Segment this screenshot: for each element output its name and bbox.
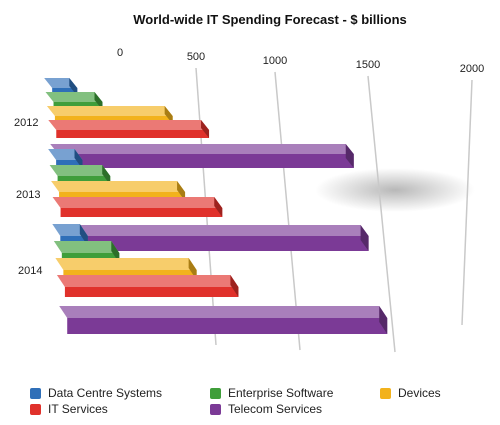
category-labels: 2012 2013 2014 xyxy=(14,117,42,277)
floor-shadow-blob xyxy=(315,168,475,212)
bar-2014-it-services xyxy=(56,275,239,297)
bar-2013-data-centre-systems xyxy=(48,149,83,169)
grid-line xyxy=(461,79,473,326)
legend-swatch xyxy=(380,387,391,399)
category-label-2013: 2013 xyxy=(16,189,40,201)
legend-item-telecom-services: Telecom Services xyxy=(210,402,322,416)
legend-item-data-centre-systems: Data Centre Systems xyxy=(30,386,162,400)
bar-2012-it-services xyxy=(48,120,210,138)
bar-2013-it-services xyxy=(52,197,223,217)
bar-2012-telecom-services xyxy=(50,144,354,168)
legend-label: IT Services xyxy=(48,402,108,416)
legend-swatch xyxy=(30,403,41,415)
bar-2014-telecom-services xyxy=(59,306,388,334)
floor-shadow xyxy=(315,168,475,212)
legend-label: Telecom Services xyxy=(228,402,323,416)
bars xyxy=(44,78,388,334)
legend-swatch xyxy=(30,387,41,399)
x-tick-label: 2000 xyxy=(460,63,484,75)
legend-label: Devices xyxy=(398,386,441,400)
x-tick-label: 500 xyxy=(187,51,205,63)
legend-swatch xyxy=(210,403,221,415)
category-label-2014: 2014 xyxy=(18,265,42,277)
legend-item-enterprise-software: Enterprise Software xyxy=(210,386,333,400)
legend-label: Data Centre Systems xyxy=(48,386,163,400)
legend-item-devices: Devices xyxy=(380,386,441,400)
bar-2013-telecom-services xyxy=(54,225,369,251)
x-axis-ticks: 0 500 1000 1500 2000 xyxy=(117,47,484,75)
x-tick-label: 1000 xyxy=(263,55,287,67)
legend-label: Enterprise Software xyxy=(228,386,334,400)
grid-line xyxy=(367,75,396,353)
legend-swatch xyxy=(210,387,221,399)
chart-title: World-wide IT Spending Forecast - $ bill… xyxy=(133,12,407,27)
category-label-2012: 2012 xyxy=(14,117,38,129)
bar-chart: 0 500 1000 1500 2000 2012 2013 2014 xyxy=(14,47,484,353)
x-tick-label: 0 xyxy=(117,47,123,59)
x-tick-label: 1500 xyxy=(356,59,380,71)
legend: Data Centre Systems Enterprise Software De… xyxy=(0,380,500,420)
legend-item-it-services: IT Services xyxy=(30,402,108,416)
grid-line xyxy=(274,71,301,351)
